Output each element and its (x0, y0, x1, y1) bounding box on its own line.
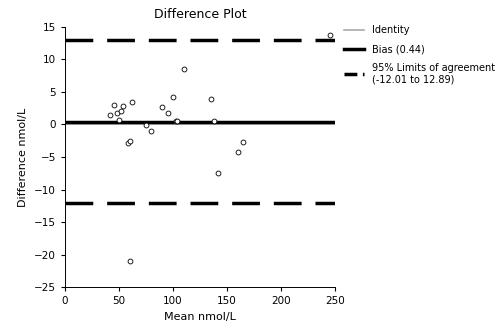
Point (174, 118, 182, 123)
Y-axis label: Difference nmol/L: Difference nmol/L (18, 107, 28, 207)
Point (113, 111, 121, 116)
Point (120, 104, 128, 109)
Point (106, 112, 114, 117)
Point (124, 140, 132, 145)
Point (110, 102, 118, 108)
Point (148, 128, 156, 134)
Point (234, 149, 242, 154)
Point (169, 95, 177, 100)
Point (128, 99, 136, 104)
Point (214, 171, 222, 176)
Point (126, 259, 134, 264)
X-axis label: Mean nmol/L: Mean nmol/L (164, 312, 236, 322)
Legend: Identity, Bias (0.44), 95% Limits of agreement
(-12.01 to 12.89): Identity, Bias (0.44), 95% Limits of agr… (340, 21, 498, 89)
Point (326, 32, 334, 37)
Point (158, 104, 166, 110)
Point (210, 119, 218, 124)
Point (180, 66, 188, 72)
Point (142, 122, 150, 128)
Point (207, 96, 215, 102)
Point (172, 119, 180, 124)
Point (126, 138, 134, 143)
Point (239, 139, 247, 145)
Title: Difference Plot: Difference Plot (154, 8, 246, 21)
Point (164, 110, 172, 115)
Point (115, 117, 123, 123)
Point (117, 108, 125, 114)
